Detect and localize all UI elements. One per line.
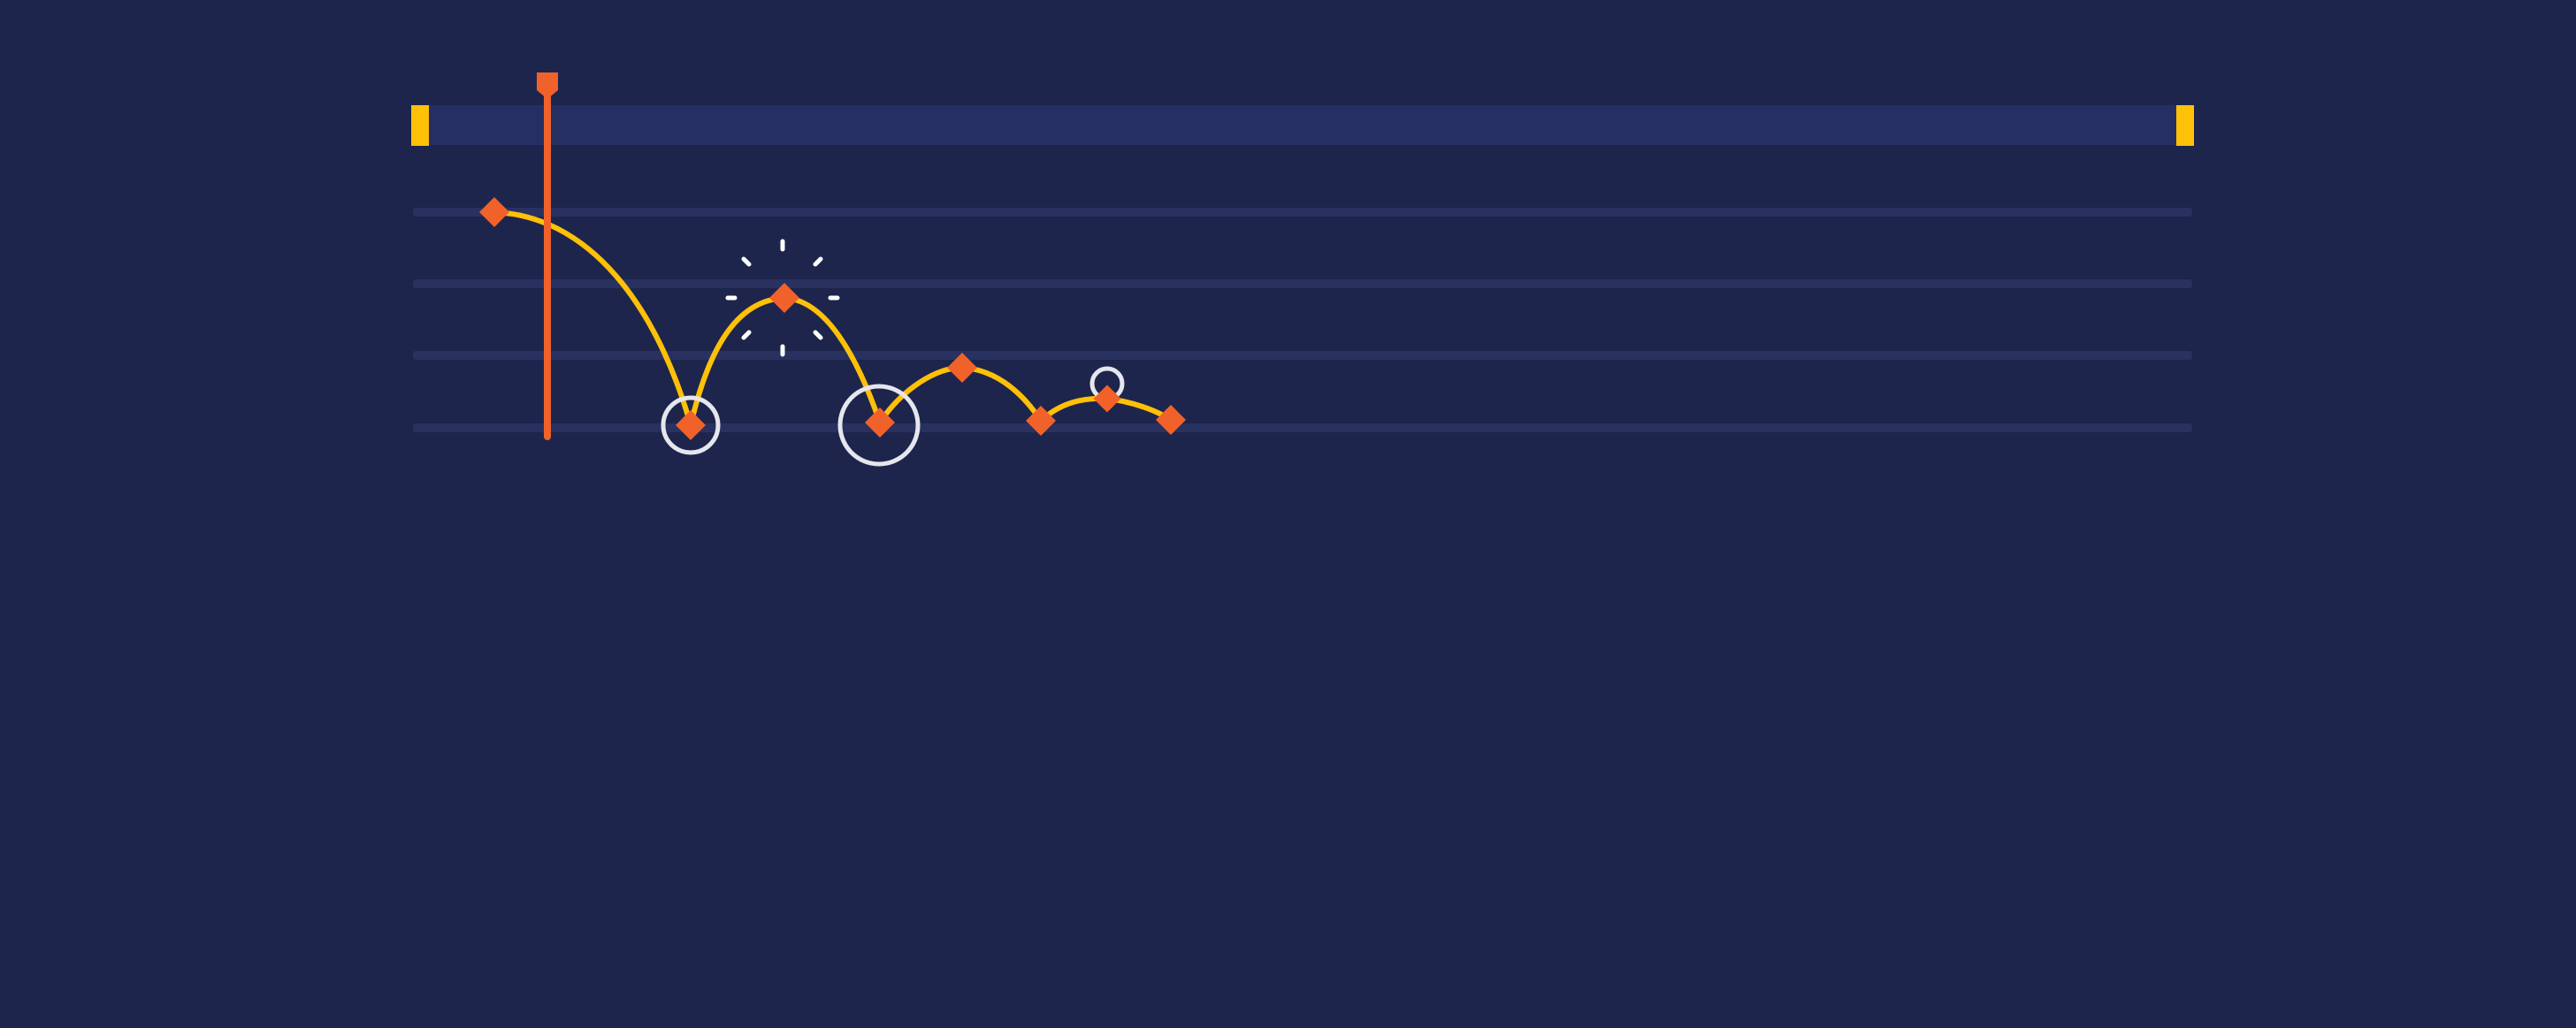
timeline-track[interactable] (423, 105, 2193, 145)
range-end-handle-icon[interactable] (2176, 105, 2194, 146)
lanes (413, 208, 2192, 432)
ring-icon (837, 384, 921, 467)
diamond-keyframe-icon[interactable] (1093, 385, 1121, 413)
diamond-keyframe-icon[interactable] (1156, 405, 1186, 435)
diamond-keyframe-icon[interactable] (947, 353, 977, 383)
diamond-keyframe-icon[interactable] (865, 407, 895, 438)
animation-curve (492, 209, 1174, 428)
diamond-keyframe-icon[interactable] (676, 410, 706, 440)
keyframes (479, 197, 1186, 440)
ring-icon (661, 395, 721, 455)
lane (413, 351, 2192, 360)
diamond-keyframe-icon[interactable] (479, 197, 509, 227)
lane (413, 208, 2192, 217)
sparkle-icon (725, 239, 840, 357)
lane (413, 423, 2192, 432)
range-start-handle-icon[interactable] (411, 105, 429, 146)
diamond-keyframe-icon[interactable] (1026, 406, 1056, 436)
playhead-icon[interactable] (537, 72, 558, 440)
diamond-keyframe-icon[interactable] (769, 283, 799, 313)
lane (413, 279, 2192, 288)
